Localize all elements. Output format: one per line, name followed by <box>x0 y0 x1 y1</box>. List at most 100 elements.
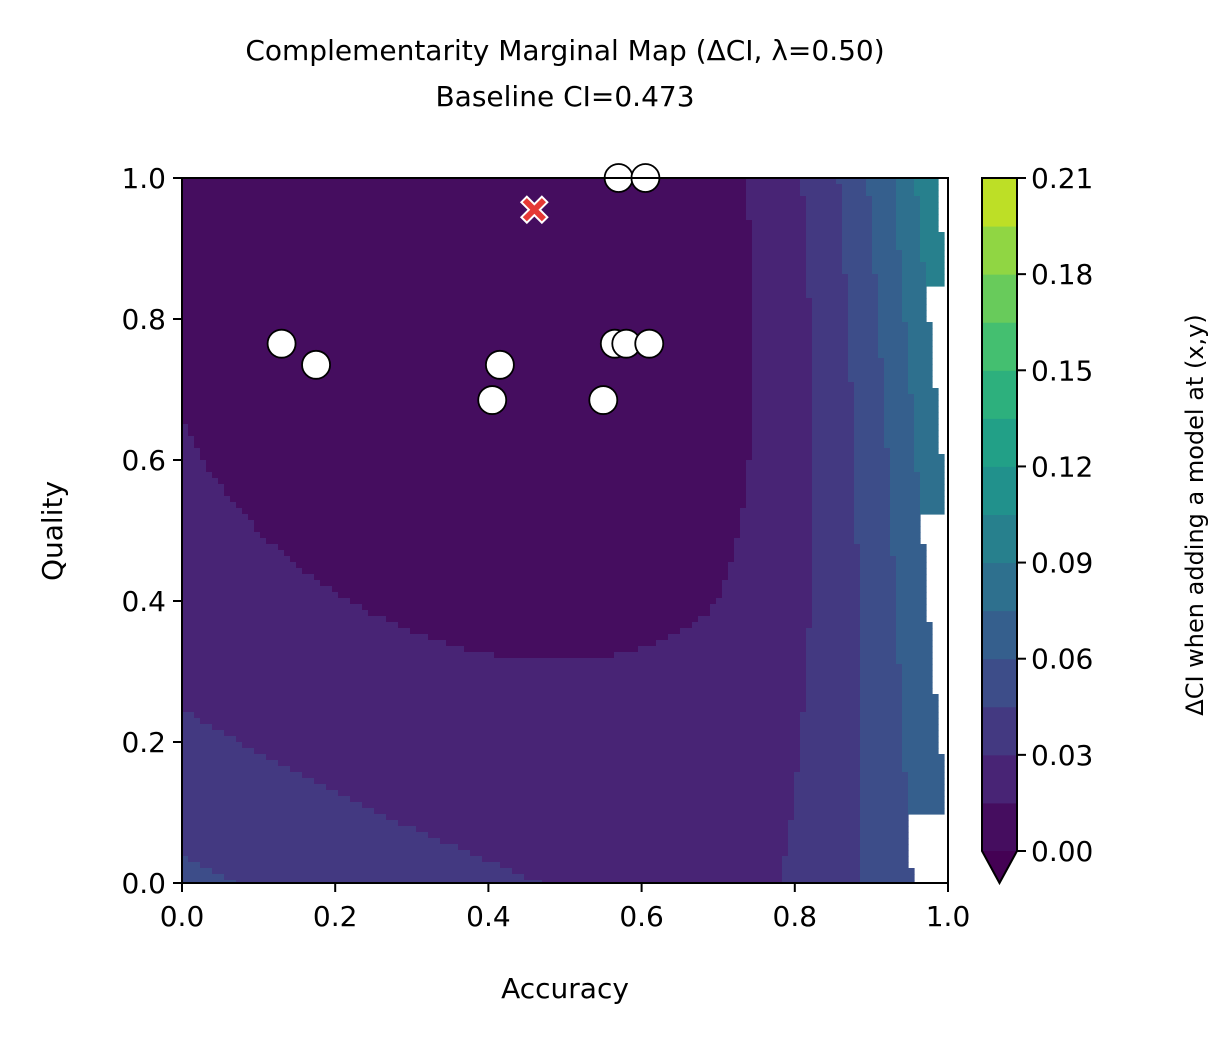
contour-cell <box>182 652 495 659</box>
contour-cell <box>782 874 861 881</box>
contour-cell <box>740 520 813 527</box>
contour-cell <box>182 406 753 413</box>
contour-cell <box>902 718 939 725</box>
contour-cell <box>914 436 939 443</box>
contour-cell <box>182 706 807 713</box>
contour-cell <box>806 640 861 647</box>
contour-cell <box>812 424 855 431</box>
contour-cell <box>752 298 813 305</box>
contour-cell <box>806 628 861 635</box>
contour-cell <box>854 454 891 461</box>
contour-cell <box>806 652 861 659</box>
contour-cell <box>896 568 927 575</box>
contour-cell <box>860 772 909 779</box>
contour-cell <box>752 268 807 275</box>
contour-cell <box>806 682 861 689</box>
contour-cell <box>890 550 927 557</box>
contour-cell <box>890 454 915 461</box>
contour-cell <box>182 490 225 497</box>
contour-cell <box>224 874 525 881</box>
contour-cell <box>182 256 753 263</box>
contour-cell <box>410 628 681 635</box>
contour-cell <box>182 316 753 323</box>
contour-cell <box>860 820 909 827</box>
contour-cell <box>182 532 261 539</box>
contour-cell <box>182 688 807 695</box>
contour-cell <box>182 856 189 863</box>
contour-cell <box>182 682 807 689</box>
contour-cell <box>752 448 813 455</box>
contour-cell <box>800 748 861 755</box>
contour-cell <box>200 718 801 725</box>
contour-cell <box>902 274 927 281</box>
contour-cell <box>800 724 861 731</box>
contour-cell <box>752 310 813 317</box>
contour-cell <box>902 682 933 689</box>
contour-cell <box>740 532 813 539</box>
contour-cell <box>842 202 873 209</box>
contour-cell <box>896 634 933 641</box>
x-tick-label: 0.4 <box>466 900 511 933</box>
contour-cell <box>860 868 915 875</box>
contour-cell <box>920 226 939 233</box>
contour-cell <box>746 196 807 203</box>
contour-cell <box>908 346 933 353</box>
contour-cell <box>908 322 933 329</box>
contour-cell <box>182 502 237 509</box>
contour-cell <box>182 358 753 365</box>
contour-cell <box>794 778 861 785</box>
contour-cell <box>872 208 897 215</box>
contour-cell <box>182 208 747 215</box>
contour-cell <box>752 328 813 335</box>
plot-area <box>181 163 949 884</box>
contour-cell <box>182 694 807 701</box>
contour-cell <box>914 466 945 473</box>
contour-cell <box>860 694 903 701</box>
contour-cell <box>806 262 843 269</box>
contour-cell <box>182 880 237 883</box>
contour-cell <box>182 508 243 515</box>
contour-cell <box>752 358 813 365</box>
contour-cell <box>182 832 429 839</box>
contour-cell <box>866 190 897 197</box>
contour-cell <box>806 196 843 203</box>
contour-cell <box>224 490 747 497</box>
contour-cell <box>854 400 885 407</box>
contour-cell <box>752 322 813 329</box>
contour-cell <box>710 610 813 617</box>
contour-cell <box>182 568 303 575</box>
contour-cell <box>884 418 915 425</box>
contour-cell <box>860 610 897 617</box>
contour-cell <box>182 442 195 449</box>
contour-cell <box>806 220 843 227</box>
contour-cell <box>194 712 801 719</box>
contour-cell <box>884 430 915 437</box>
contour-cell <box>182 454 201 461</box>
contour-cell <box>812 496 855 503</box>
contour-cell <box>794 772 861 779</box>
contour-cell <box>524 874 783 881</box>
contour-cell <box>902 316 927 323</box>
contour-cell <box>182 862 201 869</box>
contour-cell <box>908 790 945 797</box>
contour-cell <box>182 634 429 641</box>
contour-cell <box>842 244 873 251</box>
contour-cell <box>896 604 927 611</box>
contour-cell <box>908 334 933 341</box>
contour-cell <box>374 808 795 815</box>
contour-cell <box>812 304 849 311</box>
contour-cell <box>908 358 933 365</box>
contour-cell <box>782 856 861 863</box>
contour-cell <box>806 706 861 713</box>
contour-cell <box>860 544 891 551</box>
contour-cell <box>182 790 339 797</box>
contour-cell <box>182 430 189 437</box>
contour-cell <box>860 778 909 785</box>
contour-cell <box>842 196 873 203</box>
contour-cell <box>812 418 855 425</box>
contour-cell <box>848 358 885 365</box>
contour-cell <box>902 688 933 695</box>
contour-field <box>182 178 945 883</box>
contour-cell <box>860 724 903 731</box>
contour-cell <box>872 226 897 233</box>
